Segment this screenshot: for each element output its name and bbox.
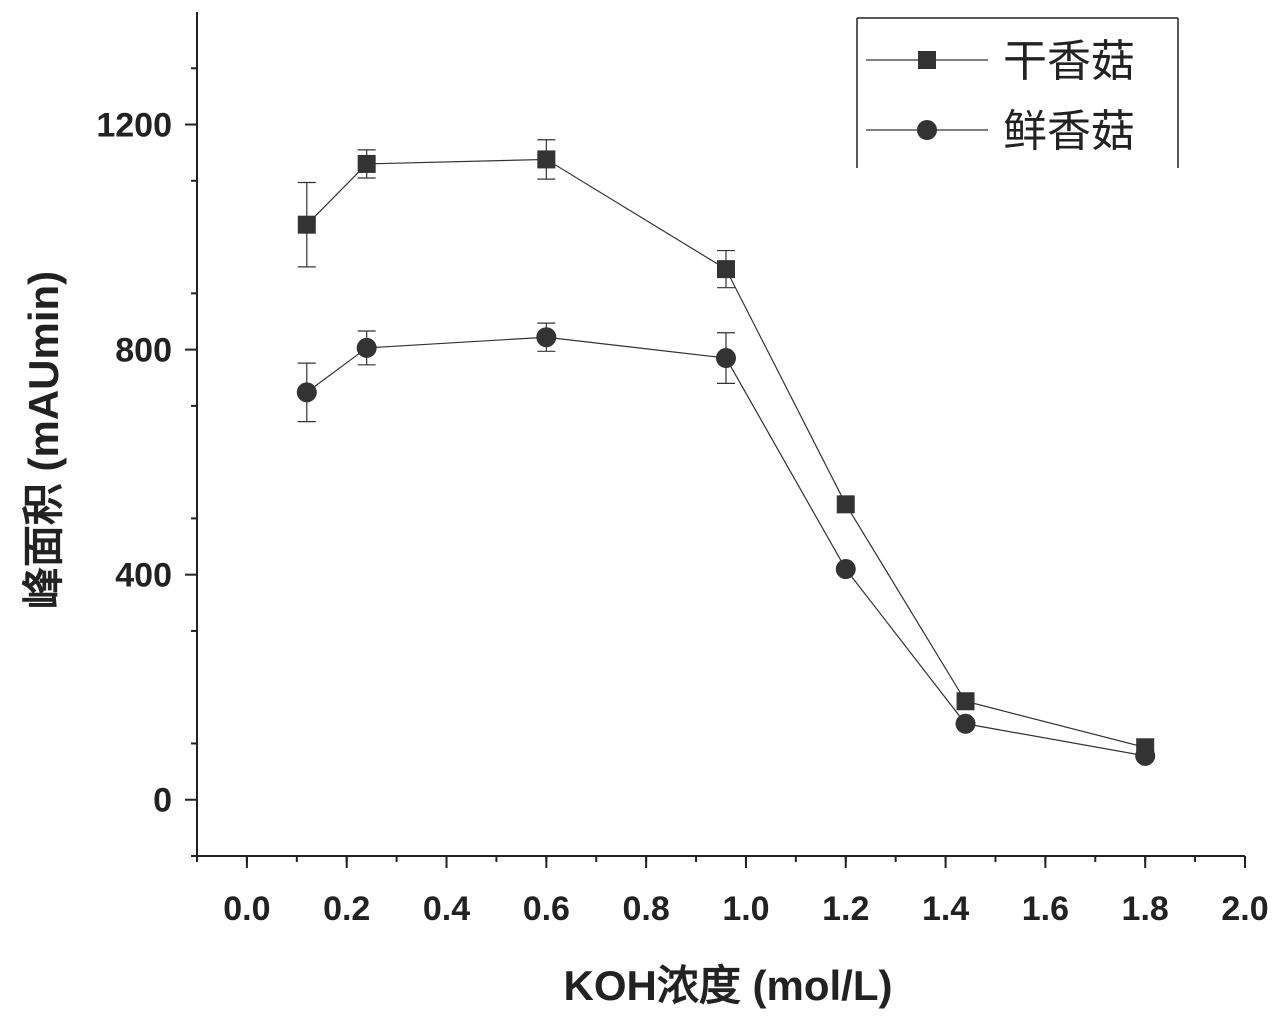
series-1 [297,139,1155,757]
data-point [357,154,376,173]
x-axis-title: KOH浓度 (mol/L) [564,962,893,1009]
data-point [955,713,976,734]
data-point [1135,745,1156,766]
data-point [296,382,317,403]
data-point [835,559,856,580]
x-axis-ticks: 0.0 0.2 0.4 0.6 0.8 1.0 1.2 1.4 1.6 1.8 2.0 [196,856,1269,928]
series-line [306,336,1146,757]
y-tick-label: 1200 [96,107,172,145]
x-tick-label: 0.4 [423,890,470,928]
y-tick-label: 400 [115,557,172,595]
x-tick-label: 1.4 [922,890,969,928]
x-tick-label: 1.8 [1122,890,1169,928]
data-point [956,692,975,711]
axes [196,12,1245,857]
series-2 [296,322,1156,766]
legend-marker [917,120,937,140]
x-tick-label: 1.0 [722,890,769,928]
x-tick-label: 1.6 [1022,890,1069,928]
data-point [536,327,557,348]
data-point [716,260,735,279]
data-point [836,495,855,514]
x-tick-label: 2.0 [1221,890,1268,928]
data-point [297,215,316,234]
y-axis-title: 峰面积 (mAUmin) [20,271,67,609]
data-point [356,337,377,358]
series-line [306,158,1146,748]
legend-marker [918,51,936,69]
legend-label: 干香菇 [1003,36,1135,87]
y-tick-label: 800 [115,332,172,370]
series-layer [296,139,1156,766]
x-tick-label: 0.2 [323,890,370,928]
data-point [537,150,556,169]
legend-label: 鲜香菇 [1003,106,1135,157]
x-tick-label: 0.8 [623,890,670,928]
x-tick-label: 0.0 [223,890,270,928]
data-point [715,348,736,369]
x-tick-label: 1.2 [822,890,869,928]
y-tick-label: 0 [153,782,172,820]
y-axis-ticks: 0 400 800 1200 [96,67,197,857]
x-tick-label: 0.6 [523,890,570,928]
